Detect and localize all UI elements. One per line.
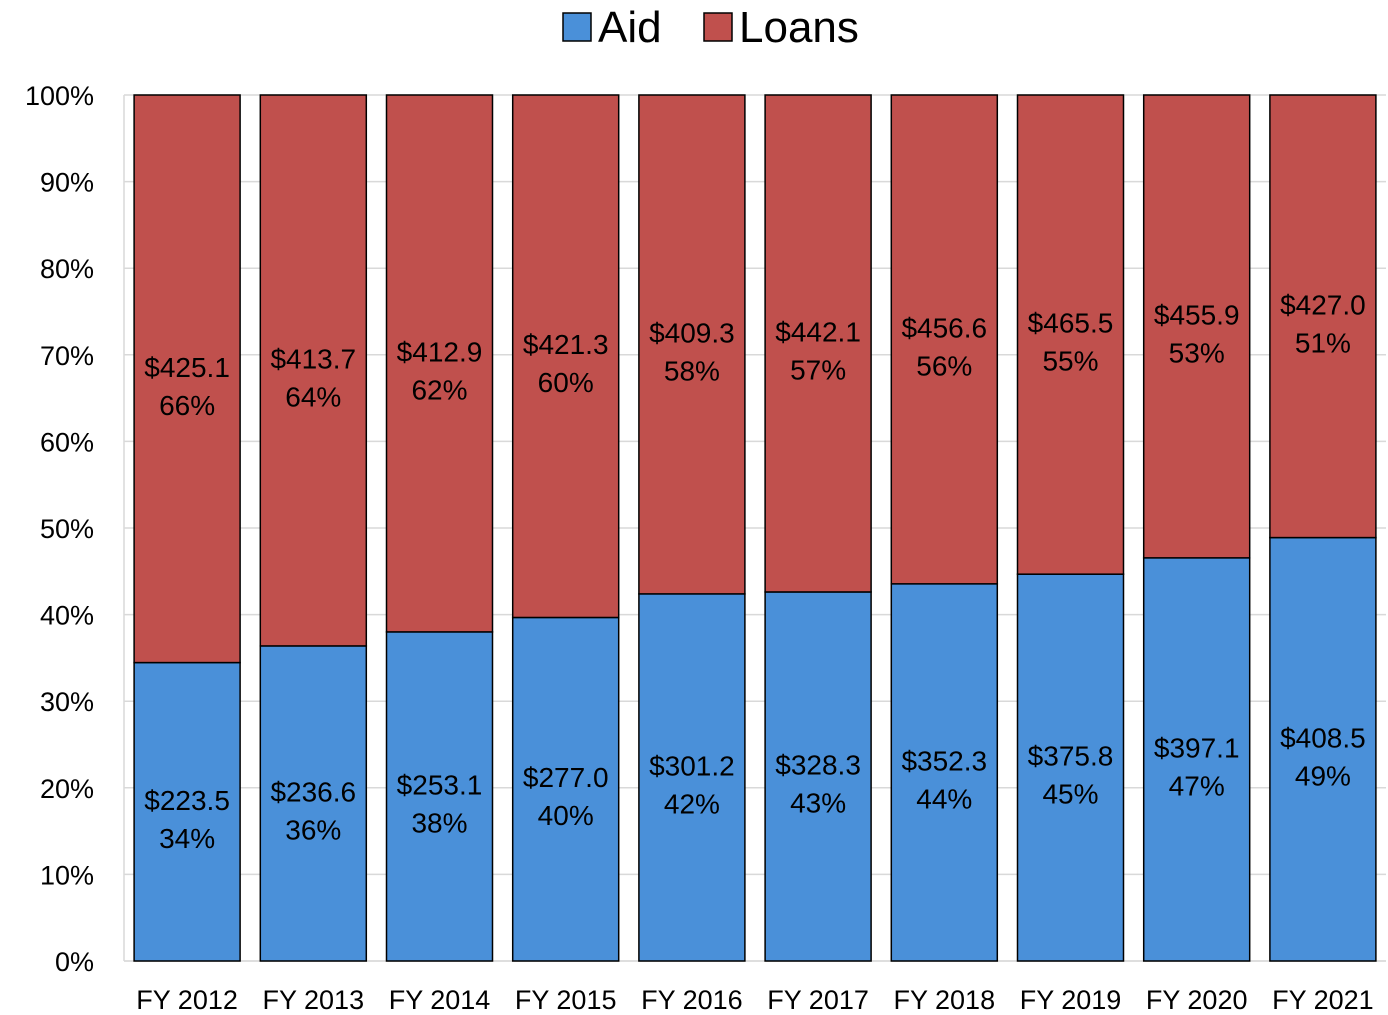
aid-value-label: $301.2 (649, 750, 735, 781)
bar-loans (1142, 94, 1251, 559)
loans-value-label: $421.3 (523, 329, 609, 360)
loans-percent-label: 66% (159, 390, 215, 421)
bar-aid (764, 591, 872, 962)
aid-value-label: $277.0 (523, 762, 609, 793)
loans-percent-label: 64% (285, 381, 341, 412)
y-tick-label: 10% (40, 860, 94, 890)
aid-percent-label: 40% (538, 800, 594, 831)
bar-aid (1016, 573, 1125, 962)
y-tick-label: 40% (40, 601, 94, 631)
bars (133, 94, 1377, 962)
aid-percent-label: 44% (916, 783, 972, 814)
bar-aid (385, 631, 494, 962)
aid-percent-label: 45% (1042, 779, 1098, 810)
loans-percent-label: 51% (1295, 327, 1351, 358)
legend: Aid Loans (562, 3, 859, 52)
bar-loans (638, 94, 746, 595)
aid-value-label: $397.1 (1154, 732, 1240, 763)
bar-loans (890, 94, 999, 585)
aid-percent-label: 49% (1295, 760, 1351, 791)
bar-loans (1269, 94, 1377, 539)
loans-percent-label: 56% (916, 350, 972, 381)
bar-loans (133, 94, 241, 664)
x-tick-label: FY 2014 (389, 985, 491, 1015)
bar-loans (1016, 94, 1125, 575)
bar-loans (385, 94, 494, 633)
x-tick-label: FY 2018 (894, 985, 996, 1015)
loans-value-label: $412.9 (397, 336, 483, 367)
x-tick-label: FY 2012 (136, 985, 238, 1015)
loans-value-label: $442.1 (775, 316, 861, 347)
y-tick-label: 90% (40, 168, 94, 198)
y-tick-label: 0% (55, 947, 94, 977)
loans-percent-label: 57% (790, 354, 846, 385)
aid-percent-label: 43% (790, 787, 846, 818)
bar-aid (638, 593, 746, 962)
bar-aid (259, 645, 368, 962)
loans-percent-label: 58% (664, 355, 720, 386)
y-tick-label: 30% (40, 687, 94, 717)
x-tick-label: FY 2017 (767, 985, 869, 1015)
aid-value-label: $352.3 (901, 745, 987, 776)
bar-aid (890, 583, 999, 962)
loans-value-label: $425.1 (144, 352, 230, 383)
aid-value-label: $375.8 (1028, 741, 1114, 772)
bar-aid (133, 661, 241, 962)
aid-value-label: $223.5 (144, 785, 230, 816)
loans-percent-label: 55% (1042, 346, 1098, 377)
loans-value-label: $456.6 (901, 312, 987, 343)
loans-value-label: $427.0 (1280, 289, 1366, 320)
x-tick-label: FY 2016 (641, 985, 743, 1015)
aid-percent-label: 42% (664, 788, 720, 819)
legend-label-loans: Loans (739, 3, 859, 52)
aid-percent-label: 38% (411, 807, 467, 838)
x-tick-label: FY 2015 (515, 985, 617, 1015)
bar-loans (511, 94, 620, 619)
aid-value-label: $236.6 (270, 776, 356, 807)
y-tick-label: 100% (25, 81, 94, 111)
loans-percent-label: 53% (1169, 337, 1225, 368)
x-tick-label: FY 2020 (1146, 985, 1248, 1015)
x-tick-label: FY 2021 (1272, 985, 1374, 1015)
legend-swatch-loans (703, 12, 733, 42)
y-axis: 0% 10% 20% 30% 40% 50% 60% 70% 80% 90% 100% (25, 81, 1386, 977)
bar-aid (511, 616, 620, 962)
y-tick-label: 70% (40, 341, 94, 371)
loans-percent-label: 62% (411, 374, 467, 405)
y-tick-label: 80% (40, 254, 94, 284)
legend-swatch-aid (562, 12, 592, 42)
x-tick-label: FY 2019 (1020, 985, 1122, 1015)
aid-value-label: $253.1 (397, 769, 483, 800)
y-tick-label: 20% (40, 774, 94, 804)
loans-percent-label: 60% (538, 367, 594, 398)
bar-loans (764, 94, 872, 593)
y-tick-label: 60% (40, 427, 94, 457)
aid-percent-label: 47% (1169, 770, 1225, 801)
aid-percent-label: 36% (285, 814, 341, 845)
bar-aid (1269, 536, 1377, 962)
loans-value-label: $465.5 (1028, 308, 1114, 339)
legend-label-aid: Aid (598, 3, 662, 52)
aid-percent-label: 34% (159, 823, 215, 854)
loans-value-label: $455.9 (1154, 299, 1240, 330)
loans-value-label: $413.7 (270, 343, 356, 374)
data-labels: $223.5 34% $425.1 66% $236.6 36% $413.7 64% $253… (144, 289, 1365, 853)
y-tick-label: 50% (40, 514, 94, 544)
aid-value-label: $328.3 (775, 749, 861, 780)
x-tick-label: FY 2013 (263, 985, 365, 1015)
aid-value-label: $408.5 (1280, 722, 1366, 753)
loans-value-label: $409.3 (649, 317, 735, 348)
bar-loans (259, 94, 368, 647)
x-axis-labels: FY 2012 FY 2013 FY 2014 FY 2015 FY 2016 FY 20… (136, 985, 1373, 1015)
